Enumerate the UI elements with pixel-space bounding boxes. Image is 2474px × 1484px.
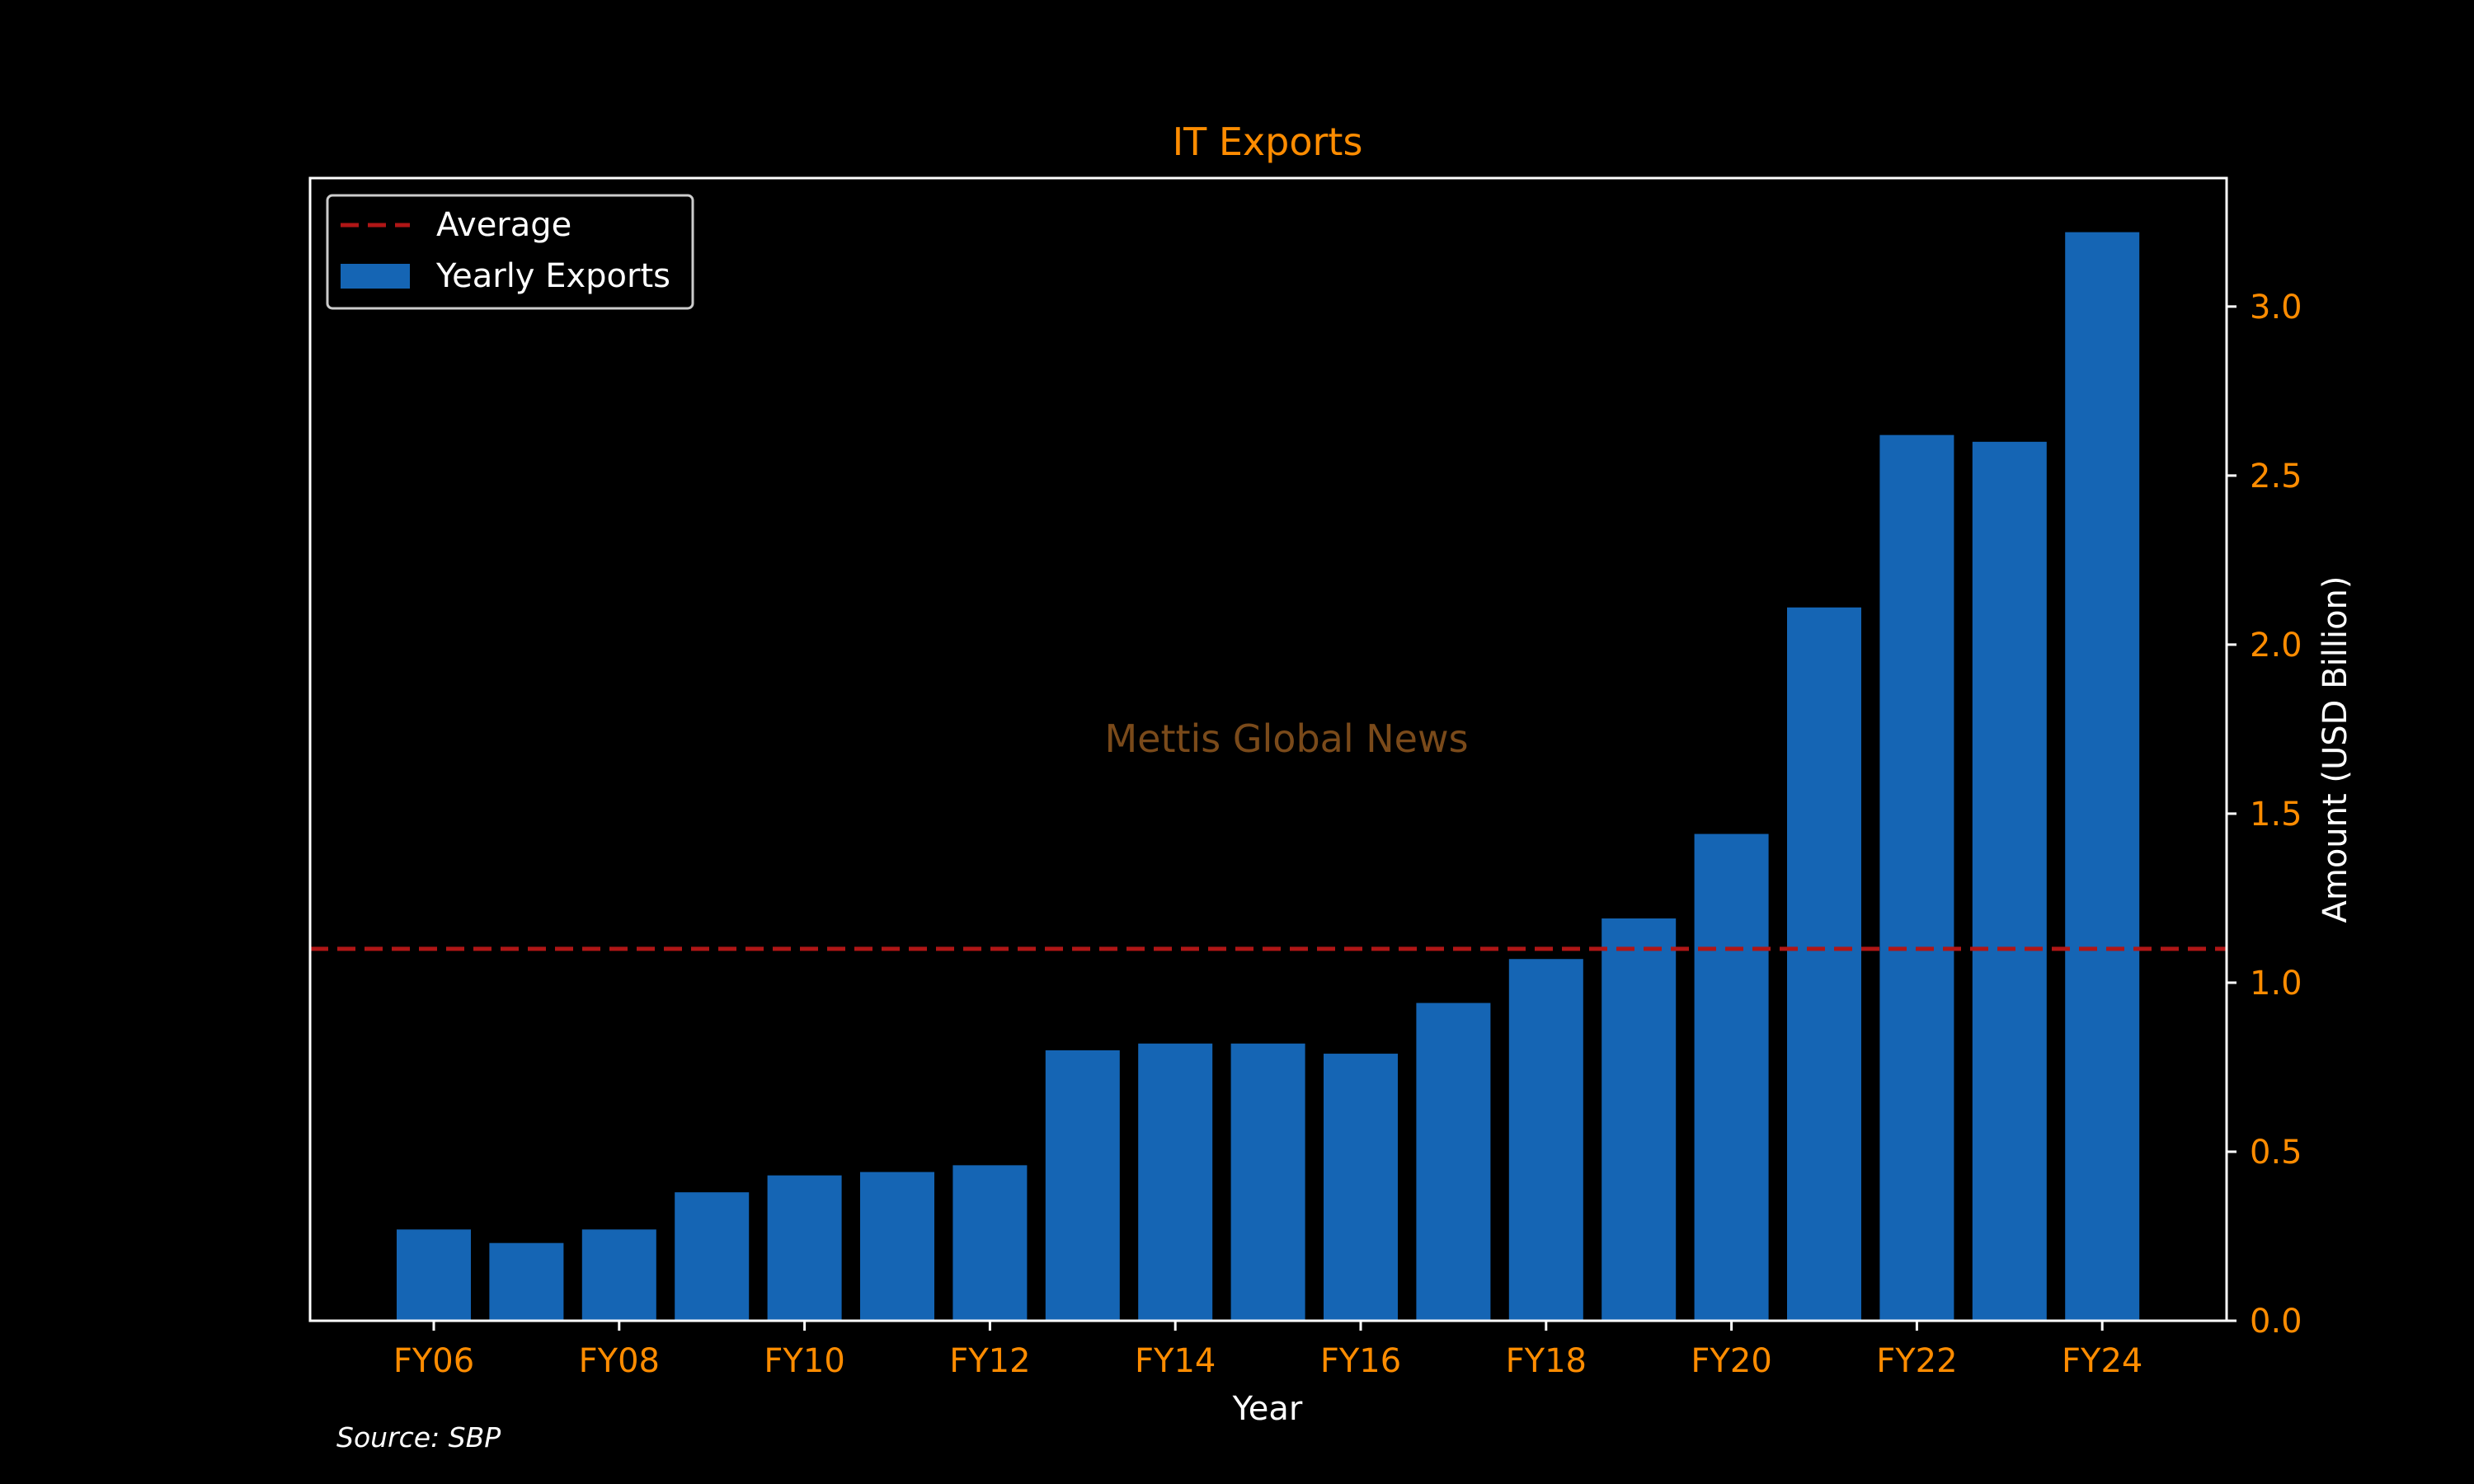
- bar-fy13: [1045, 1050, 1120, 1321]
- watermark-text: Mettis Global News: [1104, 716, 1468, 761]
- bar-fy14: [1138, 1043, 1213, 1321]
- bar-fy06: [397, 1229, 471, 1321]
- bar-fy07: [489, 1242, 564, 1321]
- legend: Average Yearly Exports: [326, 194, 694, 310]
- x-tick-label: FY10: [764, 1342, 844, 1380]
- bar-fy22: [1879, 434, 1954, 1321]
- bar-fy08: [581, 1229, 656, 1321]
- y-tick-label: 2.0: [2250, 627, 2302, 665]
- chart-title: IT Exports: [1173, 120, 1363, 164]
- y-axis-label: Amount (USD Billion): [2316, 575, 2354, 923]
- source-note: Source: SBP: [336, 1421, 501, 1453]
- y-tick-label: 1.5: [2250, 796, 2302, 834]
- x-axis-label: Year: [1232, 1390, 1303, 1428]
- legend-average-label: Average: [436, 206, 571, 244]
- y-tick-label: 3.0: [2250, 289, 2302, 326]
- y-tick-label: 1.0: [2250, 965, 2302, 1003]
- x-tick-label: FY24: [2062, 1342, 2142, 1380]
- bar-fy12: [952, 1165, 1028, 1321]
- y-tick-label: 0.5: [2250, 1134, 2302, 1172]
- y-tick-label: 2.5: [2250, 458, 2302, 495]
- bar-fy09: [675, 1192, 750, 1321]
- bar-fy20: [1694, 834, 1769, 1321]
- x-tick-label: FY12: [949, 1342, 1030, 1380]
- legend-yearly-exports-label: Yearly Exports: [435, 257, 670, 295]
- x-tick-label: FY18: [1506, 1342, 1587, 1380]
- legend-yearly-exports-swatch: [341, 264, 410, 289]
- x-axis: FY06 FY08 FY10 FY12 FY14 FY16 FY18 FY20 FY22 FY24: [393, 1321, 2142, 1380]
- y-tick-label: 0.0: [2250, 1303, 2302, 1341]
- bar-fy19: [1602, 918, 1677, 1321]
- bar-fy16: [1324, 1054, 1398, 1321]
- bar-fy15: [1230, 1043, 1305, 1321]
- plot-frame: [308, 176, 2228, 1322]
- y-axis: 0.0 0.5 1.0 1.5 2.0 2.5 3.0: [2227, 289, 2302, 1341]
- bar-fy24: [2065, 232, 2140, 1321]
- bar-series: [397, 232, 2140, 1321]
- x-tick-label: FY16: [1320, 1342, 1401, 1380]
- x-tick-label: FY20: [1691, 1342, 1771, 1380]
- x-tick-label: FY22: [1876, 1342, 1957, 1380]
- bar-fy17: [1416, 1003, 1491, 1321]
- x-tick-label: FY14: [1135, 1342, 1216, 1380]
- x-tick-label: FY08: [579, 1342, 660, 1380]
- bar-fy10: [767, 1175, 842, 1321]
- bar-fy11: [860, 1172, 934, 1321]
- x-tick-label: FY06: [393, 1342, 474, 1380]
- bar-fy21: [1787, 607, 1861, 1321]
- legend-box: [326, 194, 694, 310]
- bar-fy18: [1508, 959, 1583, 1321]
- bar-fy23: [1972, 441, 2047, 1321]
